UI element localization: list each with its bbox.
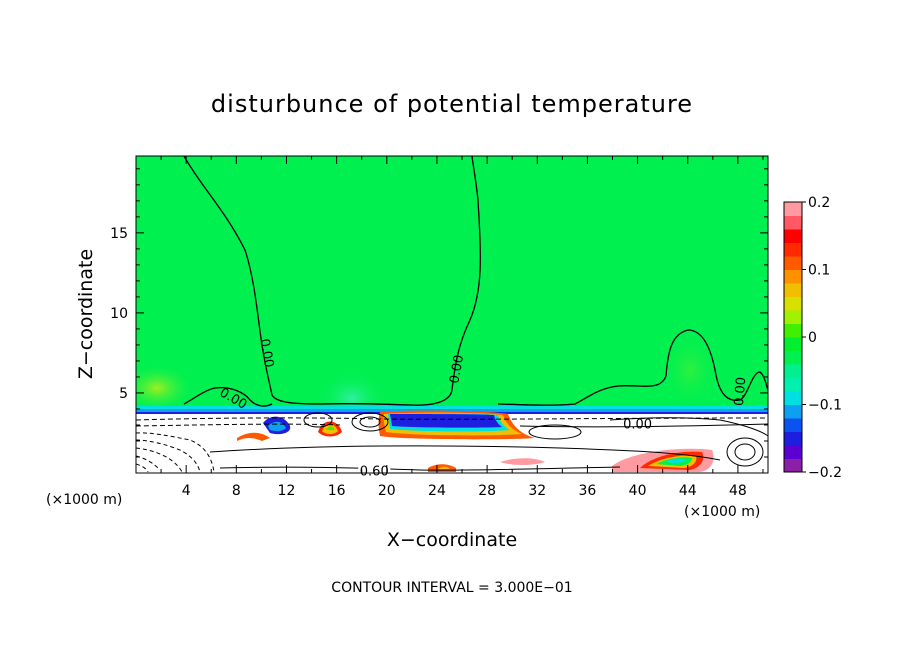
colorbar: 0.2 0.1 0 −0.1 −0.2 (783, 195, 842, 481)
contour-pos-4 (609, 417, 768, 437)
colorbar-tick-label: −0.2 (808, 465, 842, 481)
boundary-lightblue (136, 409, 768, 412)
chart-title: disturbunce of potential temperature (211, 90, 693, 118)
contour-pos-2 (209, 445, 721, 461)
contour-neg-7 (136, 463, 149, 473)
y-tick-label: 10 (110, 306, 128, 322)
contour-label: 0.00 (732, 376, 749, 406)
contour-zero-3 (497, 329, 768, 406)
contour-ring-6 (734, 443, 756, 461)
x-tick-label: 16 (328, 483, 346, 499)
colorbar-swatch (784, 323, 802, 338)
colorbar-tick-label: 0 (808, 330, 817, 346)
x-tick-label: 24 (428, 483, 446, 499)
x-tick-label: 40 (629, 483, 647, 499)
y-axis-title: Z−coordinate (75, 249, 97, 379)
x-tick-label: 28 (478, 483, 496, 499)
contour-pos-3 (219, 466, 621, 471)
contour-neg-5 (136, 447, 183, 473)
colorbar-swatch (784, 458, 802, 473)
contour-interval-note: CONTOUR INTERVAL = 3.000E−01 (331, 580, 572, 596)
contour-ring-5 (726, 437, 764, 467)
colorbar-swatch (784, 350, 802, 365)
contour-label: 0.60 (360, 465, 389, 480)
x-tick-label: 44 (679, 483, 697, 499)
x-tick-label: 8 (232, 483, 241, 499)
colorbar-tick-label: −0.1 (808, 398, 842, 414)
blob-blue-2 (390, 414, 502, 428)
blob-orange-1 (237, 432, 270, 441)
colorbar-swatch (784, 256, 802, 270)
contour-label: 0.00 (447, 354, 467, 385)
colorbar-tick-label: 0.2 (808, 195, 830, 211)
blob-pink-1 (500, 458, 545, 465)
x-tick-label: 4 (182, 483, 191, 499)
x-axis: 4 8 12 16 20 24 28 32 36 40 44 48 (160, 156, 764, 499)
boundary-cyan (136, 406, 768, 409)
x-unit-label: (×1000 m) (684, 504, 760, 520)
colorbar-swatch (784, 364, 802, 378)
contour-ring-4 (528, 424, 582, 440)
colorbar-tick-label: 0.1 (808, 263, 830, 279)
contour-zero-1 (183, 156, 482, 406)
colorbar-swatch (784, 296, 802, 311)
colorbar-swatch (784, 242, 802, 257)
contour-zero-2 (183, 386, 273, 407)
contour-label: 0.00 (623, 417, 652, 432)
y-tick-label: 5 (119, 386, 128, 402)
blob-yellow-4 (438, 466, 450, 469)
colorbar-swatch (784, 404, 802, 419)
blob-green-1 (326, 426, 335, 430)
colorbar-swatch (784, 418, 802, 432)
colorbar-swatch (784, 310, 802, 324)
colorbar-swatch (784, 269, 802, 284)
contour-neg-3 (136, 432, 215, 473)
y-axis: 5 10 15 (110, 168, 768, 458)
contour-ring-3 (359, 416, 381, 428)
contour-ring-1 (303, 412, 333, 428)
contour-label: 0.00 (256, 338, 276, 369)
blob-cyan-3 (666, 458, 686, 463)
colorbar-swatch (784, 377, 802, 392)
warm-anomaly-left (136, 366, 191, 410)
colorbar-swatch (784, 229, 802, 243)
x-tick-label: 20 (378, 483, 396, 499)
x-tick-label: 12 (278, 483, 296, 499)
x-tick-label: 32 (528, 483, 546, 499)
contour-ring-2 (351, 412, 389, 432)
contour-neg-2 (136, 423, 341, 427)
colorbar-swatch (784, 445, 802, 459)
colorbar-swatch (784, 431, 802, 446)
plot-frame (135, 155, 769, 474)
x-tick-label: 36 (579, 483, 597, 499)
colorbar-swatch (784, 391, 802, 405)
plot-field (136, 156, 768, 473)
colorbar-swatch (784, 215, 802, 230)
y-unit-label: (×1000 m) (46, 492, 122, 508)
colorbar-swatch (784, 283, 802, 297)
x-tick-label: 48 (729, 483, 747, 499)
colorbar-swatch (784, 202, 802, 216)
contour-neg-4 (136, 439, 201, 473)
colorbar-swatch (784, 337, 802, 351)
x-axis-title: X−coordinate (387, 529, 517, 551)
anomaly-right (660, 330, 720, 410)
y-tick-label: 15 (110, 226, 128, 242)
